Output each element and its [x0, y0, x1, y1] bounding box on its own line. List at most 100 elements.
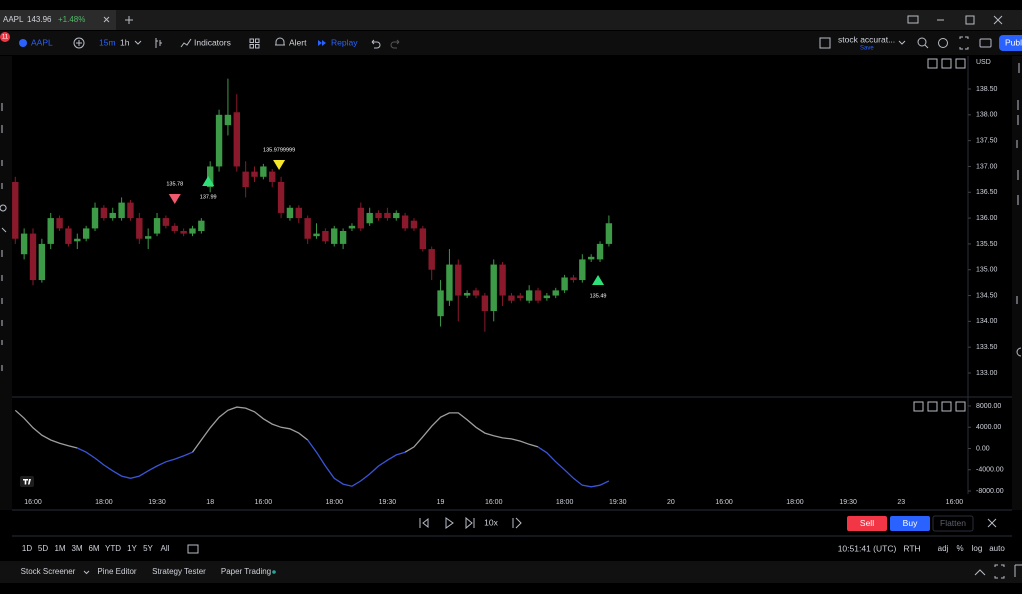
fullscreen-button[interactable] [959, 36, 969, 50]
pane-button[interactable] [927, 58, 938, 69]
screener-dropdown[interactable] [83, 570, 90, 575]
signal-label: 135.9799999 [263, 147, 295, 153]
tv-logo-mark [23, 479, 31, 485]
replay-back[interactable] [419, 517, 429, 529]
layout-icon[interactable] [249, 38, 254, 43]
footer-tab[interactable]: Strategy Tester [152, 567, 206, 576]
candle-body [180, 231, 187, 234]
scale-option[interactable]: auto [989, 544, 1005, 553]
range-button[interactable]: 1M [54, 544, 65, 553]
tab[interactable] [0, 10, 116, 30]
redo-button[interactable] [390, 39, 400, 49]
y-tick-label: 135.00 [976, 267, 998, 274]
y-tick-label: 137.50 [976, 137, 998, 144]
buy-label: Buy [903, 518, 918, 528]
candle-body [277, 181, 285, 213]
replay-speed[interactable]: 10x [484, 517, 498, 527]
range-button[interactable]: 6M [88, 544, 99, 553]
y-tick-label: 133.50 [976, 344, 998, 351]
pane-button[interactable] [941, 401, 952, 412]
candle-body [384, 212, 391, 219]
clock: 10:51:41 (UTC) [838, 543, 897, 553]
search-button[interactable] [917, 37, 927, 47]
range-button[interactable]: 3M [71, 544, 82, 553]
alert-icon [275, 37, 285, 46]
candle-body [286, 207, 294, 219]
currency-label: USD [976, 59, 991, 66]
candle-body [82, 228, 90, 239]
right-tools[interactable] [1016, 63, 1022, 357]
maximize[interactable] [965, 15, 975, 25]
interval-dropdown[interactable] [134, 40, 142, 45]
publish-button[interactable] [999, 35, 1022, 51]
replay-forward[interactable] [512, 517, 522, 529]
collapse-panel[interactable] [974, 569, 986, 576]
candle-body [224, 114, 232, 126]
indicators-button[interactable]: Indicators [194, 37, 231, 47]
date-range-button[interactable] [187, 544, 199, 554]
session-button[interactable]: RTH [903, 543, 920, 553]
new-tab[interactable] [125, 16, 133, 24]
window-icon[interactable] [907, 15, 919, 24]
x-tick-label: 18:00 [95, 499, 113, 506]
signal-marker [202, 176, 215, 186]
maximize-panel[interactable] [994, 564, 1005, 579]
interval-button[interactable]: 15m [99, 37, 116, 47]
candle-body [269, 171, 276, 182]
candle-body [198, 220, 205, 231]
pane-button[interactable] [913, 401, 924, 412]
candle-body [29, 233, 37, 281]
layout-name[interactable]: stock accurat... [838, 34, 895, 44]
layout-icon [249, 44, 254, 49]
range-button[interactable]: 1D [22, 544, 32, 553]
chart-type-button[interactable] [155, 38, 162, 48]
undo-button[interactable] [371, 39, 381, 49]
drawing-tools[interactable] [0, 103, 7, 371]
pane-button[interactable] [927, 401, 938, 412]
x-tick-label: 18:00 [786, 499, 804, 506]
notification-count: 11 [2, 35, 9, 41]
pane-button[interactable] [941, 58, 952, 69]
range-button[interactable]: All [161, 544, 170, 553]
pane-button[interactable] [955, 401, 966, 412]
candle-body [446, 264, 453, 301]
candle-body [127, 202, 134, 219]
layout-icon [255, 38, 260, 43]
settings-button[interactable] [938, 38, 948, 48]
range-button[interactable]: 5Y [143, 544, 153, 553]
candle-body [207, 166, 214, 188]
alert-button[interactable]: Alert [289, 37, 307, 47]
close-window[interactable] [993, 15, 1003, 25]
panel-extra[interactable] [1014, 564, 1022, 577]
range-button[interactable]: YTD [105, 544, 121, 553]
symbol-button[interactable]: AAPL [31, 37, 53, 47]
buy-button[interactable] [890, 516, 930, 531]
interval-alt-button[interactable]: 1h [120, 37, 130, 47]
toolbar [0, 31, 1022, 55]
tab-close[interactable] [103, 16, 110, 23]
replay-play[interactable] [445, 517, 454, 529]
footer-tab[interactable]: Paper Trading [221, 567, 271, 576]
footer-tab[interactable]: Stock Screener [21, 567, 76, 576]
close-replay[interactable] [987, 518, 997, 528]
pane-button[interactable] [955, 58, 966, 69]
snapshot-button[interactable] [979, 38, 992, 48]
candle-body [375, 212, 382, 219]
footer-tab[interactable]: Pine Editor [97, 567, 136, 576]
compare-button[interactable] [73, 37, 85, 49]
x-tick-label: 18 [206, 499, 214, 506]
range-button[interactable]: 5D [38, 544, 48, 553]
tv-logo[interactable] [20, 476, 34, 487]
notification-badge[interactable] [0, 32, 10, 42]
replay-step[interactable] [465, 516, 475, 530]
layout-dropdown[interactable] [898, 40, 906, 45]
scale-option[interactable]: adj [938, 544, 949, 553]
layout-checkbox[interactable] [819, 37, 831, 49]
replay-button[interactable]: Replay [331, 37, 358, 47]
sell-button[interactable] [847, 516, 887, 531]
flatten-button[interactable] [932, 515, 974, 532]
scale-option[interactable]: log [972, 544, 983, 553]
range-button[interactable]: 1Y [127, 544, 137, 553]
oscillator-line [307, 439, 406, 487]
scale-option[interactable]: % [956, 544, 963, 553]
